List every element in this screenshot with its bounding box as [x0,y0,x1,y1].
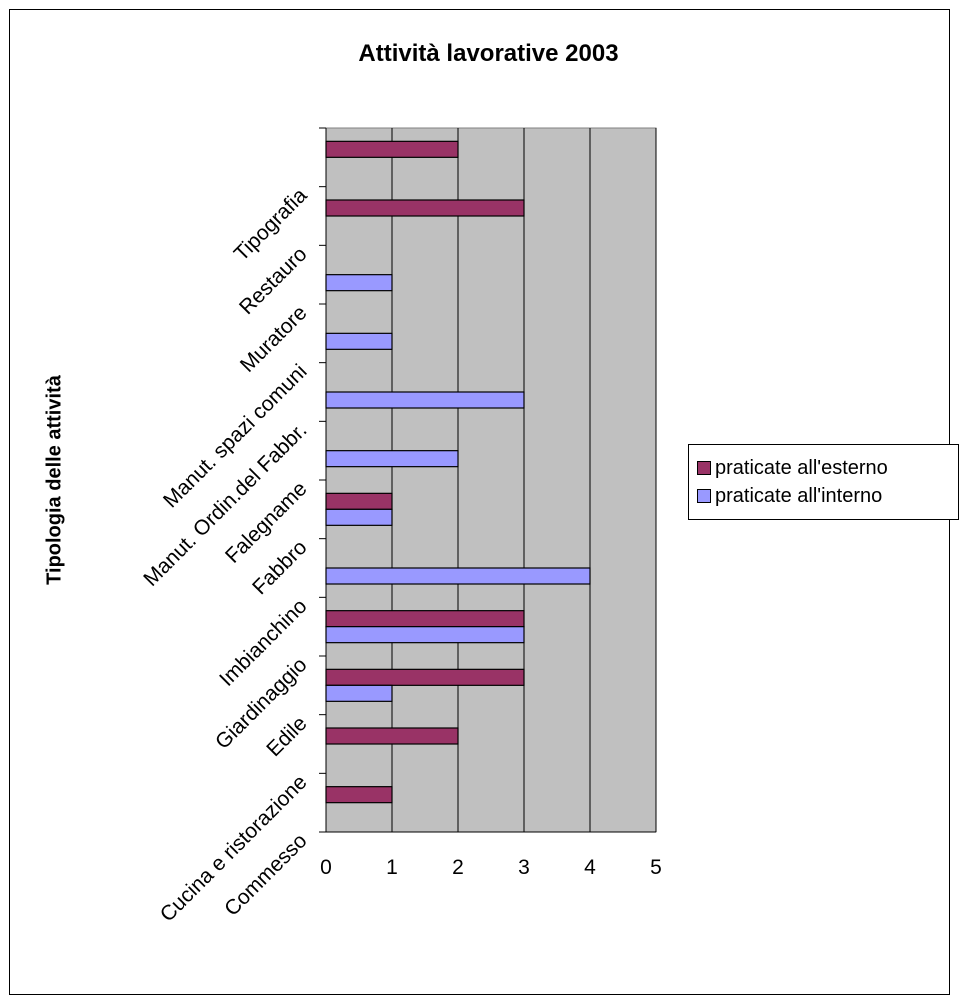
plot-area [325,127,657,833]
chart-title: Attività lavorative 2003 [358,40,619,67]
bar-interno [325,391,525,409]
x-tick-label: 4 [584,856,596,879]
x-tick-label: 5 [650,856,662,879]
bar-interno [325,684,393,702]
legend-item-interno: praticate all'interno [697,483,882,509]
bar-interno [325,274,393,292]
bar-esterno [325,492,393,510]
legend-swatch-esterno [697,461,711,475]
bar-interno [325,508,393,526]
legend-label-interno: praticate all'interno [715,484,883,507]
bar-esterno [325,199,525,217]
x-tick-label: 1 [386,856,398,879]
x-tick-label: 2 [452,856,464,879]
category-label: Edile [262,712,311,761]
legend-label-esterno: praticate all'esterno [715,456,888,479]
bar-esterno [325,668,525,686]
bar-esterno [325,786,393,804]
x-tick-label: 3 [518,856,530,879]
legend: praticate all'esterno praticate all'inte… [688,444,959,520]
bar-interno [325,567,591,585]
bar-esterno [325,140,459,158]
bar-interno [325,332,393,350]
bar-interno [325,450,459,468]
legend-swatch-interno [697,489,711,503]
legend-item-esterno: praticate all'esterno [697,455,888,481]
x-tick-label: 0 [320,856,332,879]
bar-esterno [325,610,525,628]
bar-esterno [325,727,459,745]
bar-interno [325,626,525,644]
